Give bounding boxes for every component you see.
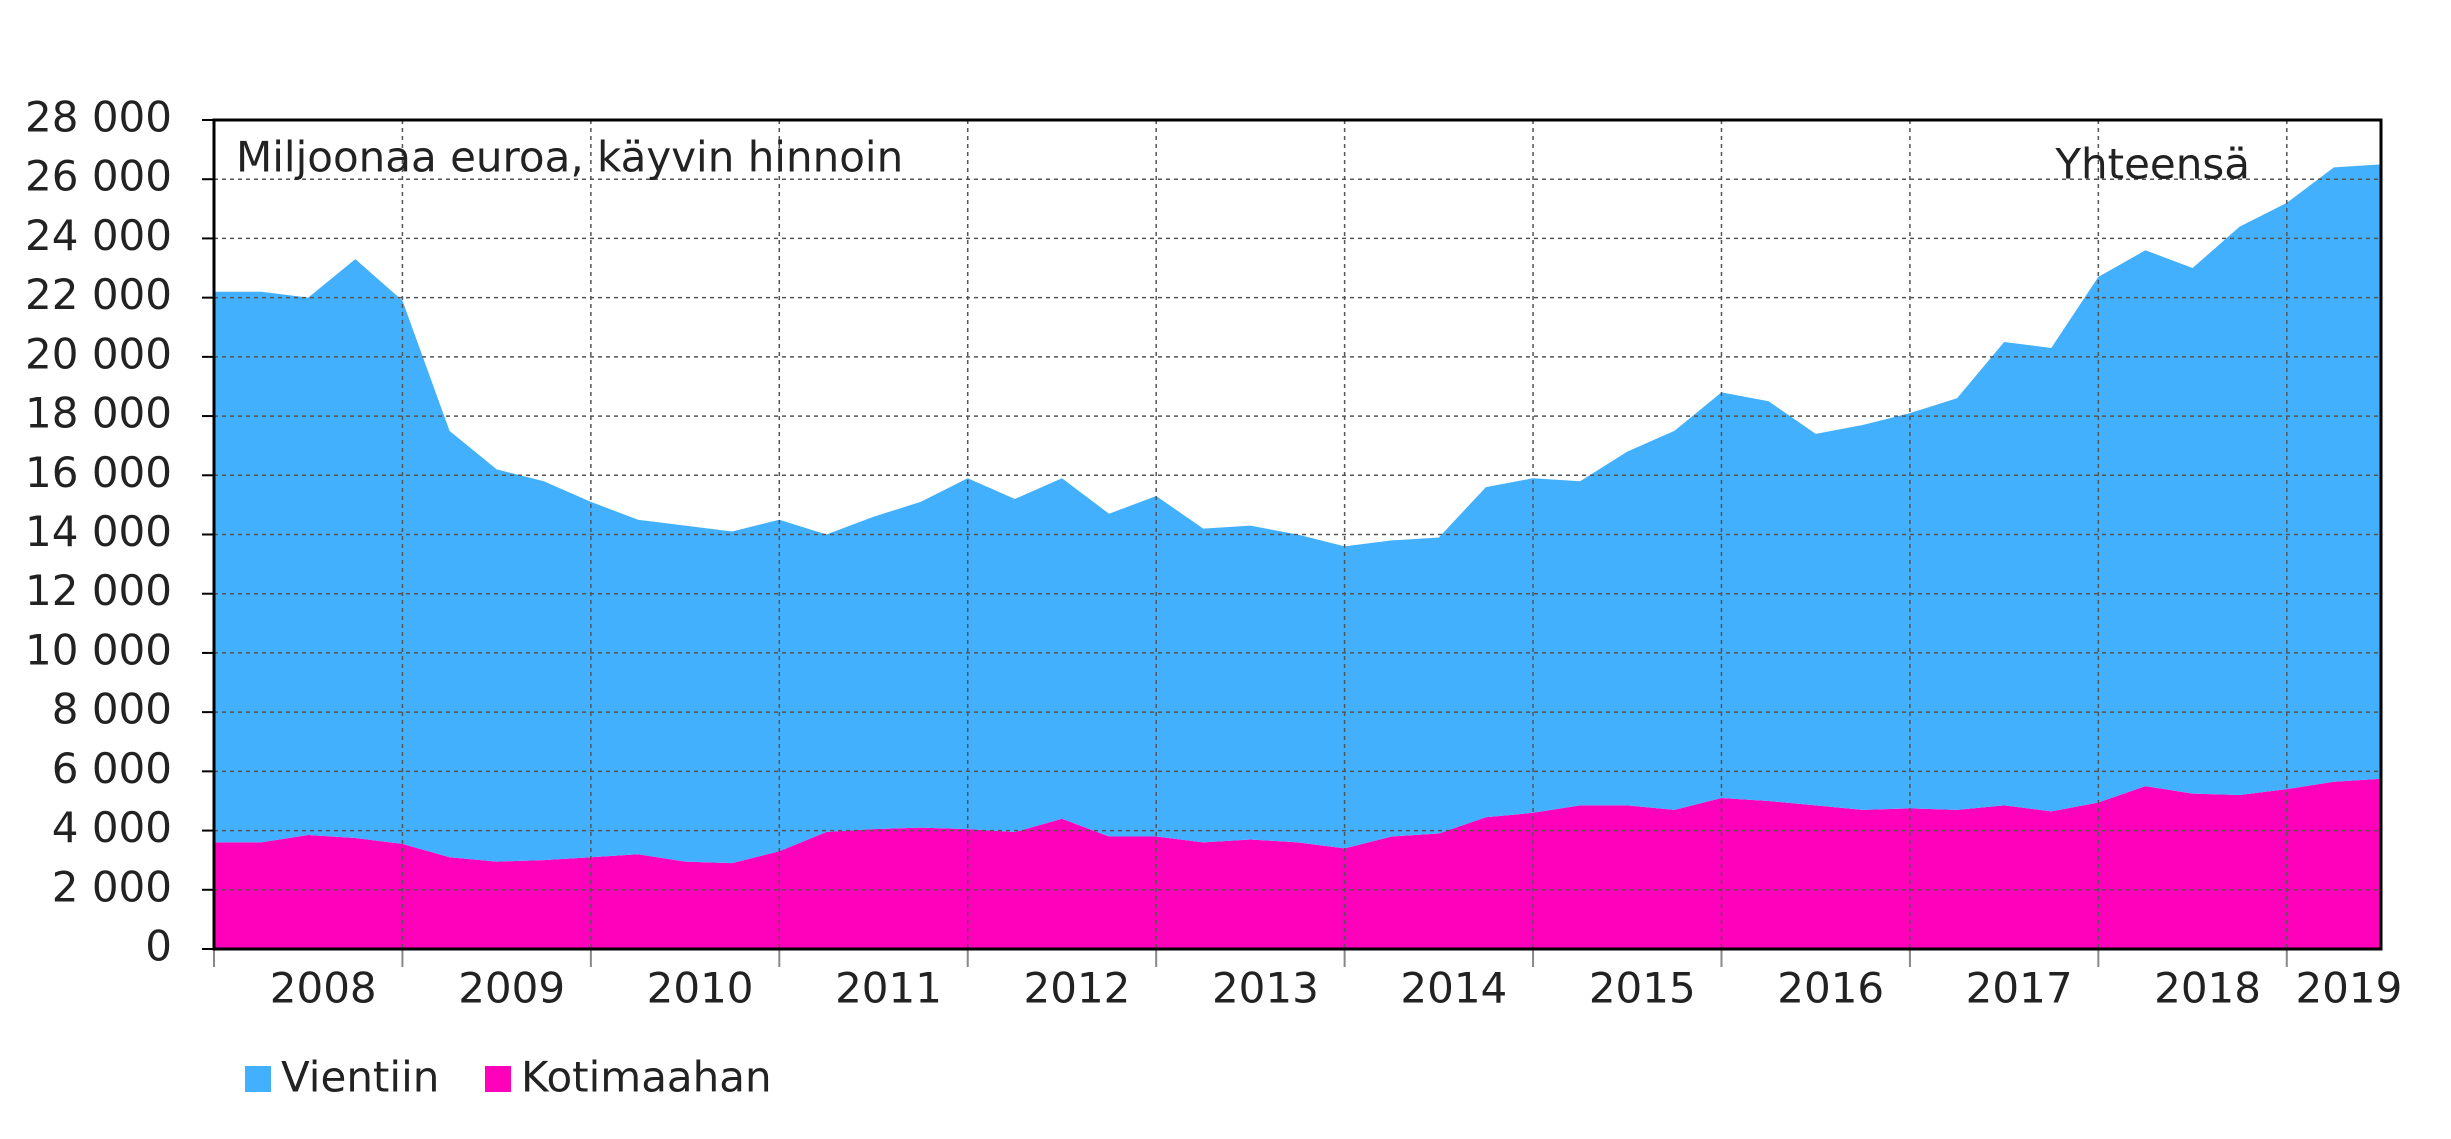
y-tick-label: 22 000 <box>25 270 172 319</box>
x-tick-label: 2016 <box>1777 964 1884 1013</box>
y-tick-label: 0 <box>145 922 172 971</box>
y-tick-label: 10 000 <box>25 625 172 674</box>
y-tick-label: 14 000 <box>25 507 172 556</box>
legend-label: Kotimaahan <box>521 1053 772 1102</box>
x-tick-label: 2013 <box>1212 964 1319 1013</box>
x-tick-label: 2015 <box>1589 964 1696 1013</box>
legend-swatch <box>245 1066 271 1092</box>
y-tick-label: 6 000 <box>52 744 172 793</box>
x-tick-label: 2019 <box>2295 964 2402 1013</box>
y-tick-label: 18 000 <box>25 389 172 438</box>
area <box>214 164 2381 864</box>
y-tick-label: 8 000 <box>52 685 172 734</box>
annotation: Yhteensä <box>2054 140 2250 189</box>
x-tick-label: 2018 <box>2154 964 2261 1013</box>
x-tick-label: 2011 <box>835 964 942 1013</box>
x-tick-label: 2012 <box>1024 964 1131 1013</box>
y-tick-label: 20 000 <box>25 329 172 378</box>
x-tick-label: 2014 <box>1400 964 1507 1013</box>
x-tick-label: 2008 <box>270 964 377 1013</box>
x-tick-label: 2009 <box>458 964 565 1013</box>
legend-label: Vientiin <box>281 1053 439 1102</box>
y-tick-label: 24 000 <box>25 211 172 260</box>
legend-swatch <box>485 1066 511 1092</box>
y-tick-label: 28 000 <box>25 93 172 142</box>
y-tick-label: 12 000 <box>25 566 172 615</box>
y-tick-label: 26 000 <box>25 152 172 201</box>
annotation: Miljoonaa euroa, käyvin hinnoin <box>236 133 903 182</box>
x-tick-label: 2010 <box>647 964 754 1013</box>
y-tick-label: 4 000 <box>52 803 172 852</box>
y-tick-label: 2 000 <box>52 862 172 911</box>
y-tick-label: 16 000 <box>25 448 172 497</box>
x-tick-label: 2017 <box>1966 964 2073 1013</box>
area <box>214 778 2381 949</box>
plot-frame <box>212 118 2383 951</box>
